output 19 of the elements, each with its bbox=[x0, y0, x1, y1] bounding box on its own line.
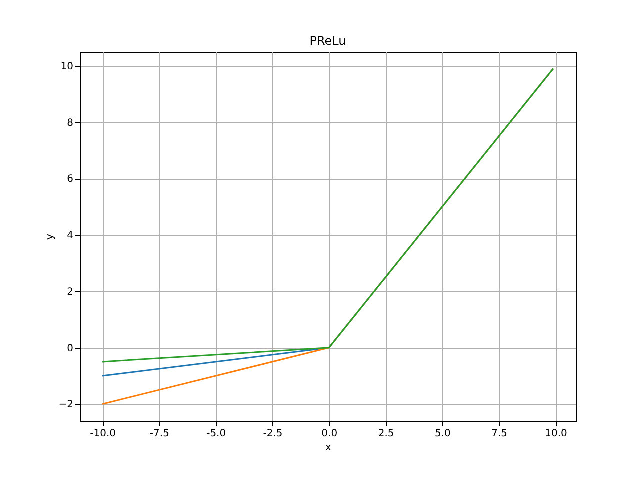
x-tick-label: 7.5 bbox=[492, 428, 508, 440]
x-tick-label: -7.5 bbox=[150, 428, 170, 440]
y-tick-label: 10 bbox=[60, 61, 74, 72]
x-tick-label: -2.5 bbox=[263, 428, 283, 440]
x-tick-label: 0.0 bbox=[322, 428, 338, 440]
chart-title: PReLu bbox=[310, 34, 346, 48]
y-tick-label: 2 bbox=[67, 286, 74, 298]
y-axis-title: y bbox=[44, 234, 56, 240]
x-tick-label: 10.0 bbox=[545, 428, 568, 440]
x-axis-title: x bbox=[326, 442, 332, 454]
x-tick-label: 2.5 bbox=[378, 428, 394, 440]
y-tick-label: −2 bbox=[58, 400, 74, 411]
x-tick-label: -10.0 bbox=[90, 428, 116, 440]
y-tick-label: 6 bbox=[67, 174, 74, 186]
y-tick-label: 0 bbox=[67, 343, 74, 354]
y-tick-label: 4 bbox=[67, 230, 74, 242]
y-tick-label: 8 bbox=[67, 118, 74, 129]
x-tick-label: -5.0 bbox=[206, 428, 226, 440]
x-tick-label: 5.0 bbox=[434, 428, 451, 440]
